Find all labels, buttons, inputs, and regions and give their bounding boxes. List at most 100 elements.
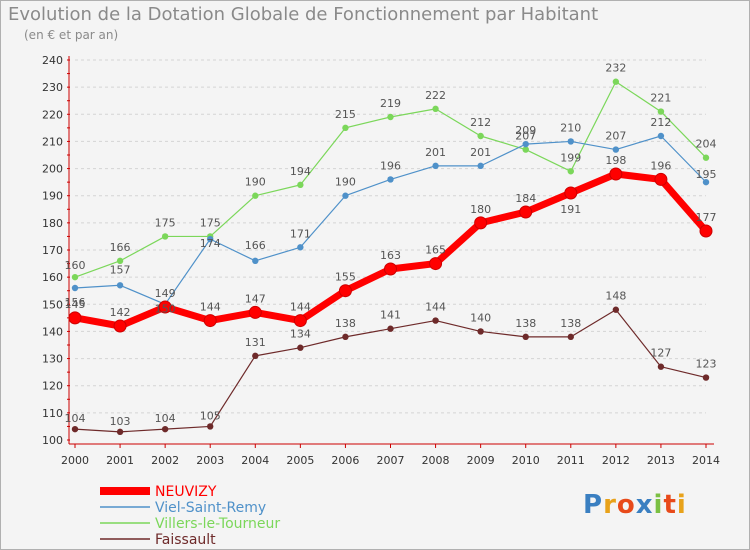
- logo-letter: t: [663, 490, 677, 520]
- point-neuvizy-2002: [158, 300, 172, 314]
- point-neuvizy-2001: [113, 319, 127, 333]
- y-tick-120: 120: [42, 380, 63, 393]
- point-faissault-2002: [161, 425, 169, 433]
- point-viel-saint-remy-2012: [612, 146, 620, 153]
- point-viel-saint-remy-2013: [657, 132, 665, 140]
- point-faissault-2006: [342, 333, 349, 341]
- label-faissault-2005: 134: [290, 328, 311, 341]
- label-neuvizy-2008: 165: [425, 244, 446, 257]
- y-tick-210: 210: [42, 135, 63, 148]
- point-faissault-2012: [612, 306, 620, 313]
- point-faissault-2003: [207, 423, 214, 430]
- x-tick-2002: 2002: [151, 454, 179, 467]
- point-neuvizy-2003: [203, 314, 217, 328]
- point-villers-le-tourneur-2013: [657, 108, 665, 115]
- label-faissault-2007: 141: [380, 309, 401, 322]
- x-tick-2003: 2003: [196, 454, 224, 467]
- point-neuvizy-2012: [609, 167, 623, 181]
- point-neuvizy-2013: [654, 172, 668, 186]
- label-faissault-2009: 140: [470, 311, 491, 324]
- legend-label-viel-saint-remy: Viel-Saint-Remy: [155, 500, 266, 516]
- y-tick-180: 180: [42, 217, 63, 230]
- point-faissault-2010: [522, 333, 529, 341]
- label-faissault-2013: 127: [650, 347, 671, 360]
- label-villers-le-tourneur-2010: 207: [515, 130, 536, 143]
- point-viel-saint-remy-2001: [116, 282, 124, 289]
- chart-subtitle: (en € et par an): [24, 28, 119, 42]
- logo-letter: i: [676, 490, 687, 520]
- label-villers-le-tourneur-2005: 194: [290, 165, 311, 178]
- label-faissault-2011: 138: [560, 317, 581, 330]
- logo-letter: o: [616, 490, 636, 520]
- point-villers-le-tourneur-2006: [342, 124, 349, 132]
- y-tick-100: 100: [42, 434, 63, 447]
- point-villers-le-tourneur-2005: [297, 181, 304, 189]
- label-neuvizy-2009: 180: [470, 203, 491, 216]
- label-viel-saint-remy-2005: 171: [290, 227, 311, 240]
- point-faissault-2013: [657, 363, 665, 370]
- label-neuvizy-2006: 155: [335, 271, 356, 284]
- point-villers-le-tourneur-2002: [161, 233, 169, 240]
- point-faissault-2001: [116, 428, 124, 436]
- x-tick-2007: 2007: [377, 454, 405, 467]
- y-tick-240: 240: [42, 54, 63, 67]
- label-villers-le-tourneur-2002: 175: [155, 216, 176, 229]
- point-faissault-2000: [71, 425, 79, 433]
- y-tick-130: 130: [42, 353, 63, 366]
- label-neuvizy-2014: 177: [696, 211, 717, 224]
- point-viel-saint-remy-2003: [207, 235, 214, 243]
- point-villers-le-tourneur-2007: [387, 113, 394, 121]
- label-villers-le-tourneur-2013: 221: [650, 92, 671, 105]
- logo-letter: r: [603, 490, 617, 520]
- label-villers-le-tourneur-2000: 160: [65, 259, 86, 272]
- x-tick-2013: 2013: [647, 454, 675, 467]
- proxiti-logo: Proxiti: [583, 490, 687, 520]
- point-neuvizy-2014: [699, 224, 713, 238]
- label-faissault-2012: 148: [605, 290, 626, 303]
- label-neuvizy-2002: 149: [155, 287, 176, 300]
- point-neuvizy-2006: [338, 284, 352, 298]
- legend-label-neuvizy: NEUVIZY: [155, 484, 217, 500]
- x-tick-2008: 2008: [422, 454, 450, 467]
- x-tick-2014: 2014: [692, 454, 720, 467]
- label-viel-saint-remy-2008: 201: [425, 146, 446, 159]
- x-tick-2005: 2005: [286, 454, 314, 467]
- y-tick-220: 220: [42, 108, 63, 121]
- label-neuvizy-2005: 144: [290, 301, 311, 314]
- label-viel-saint-remy-2014: 195: [696, 168, 717, 181]
- legend-label-villers-le-tourneur: Villers-le-Tourneur: [155, 516, 280, 532]
- label-viel-saint-remy-2004: 166: [245, 239, 266, 252]
- x-tick-2009: 2009: [467, 454, 495, 467]
- point-faissault-2011: [567, 333, 574, 341]
- x-tick-2012: 2012: [602, 454, 630, 467]
- label-viel-saint-remy-2010: 209: [515, 124, 536, 137]
- point-neuvizy-2010: [519, 205, 533, 219]
- label-viel-saint-remy-2006: 190: [335, 176, 356, 189]
- label-viel-saint-remy-2009: 201: [470, 146, 491, 159]
- label-neuvizy-2000: 145: [65, 298, 86, 311]
- point-villers-le-tourneur-2008: [432, 105, 439, 113]
- label-villers-le-tourneur-2007: 219: [380, 97, 401, 110]
- label-villers-le-tourneur-2009: 212: [470, 116, 491, 129]
- label-viel-saint-remy-2000: 156: [65, 296, 86, 309]
- y-tick-140: 140: [42, 325, 63, 338]
- label-villers-le-tourneur-2011: 199: [560, 151, 581, 164]
- y-tick-150: 150: [42, 298, 63, 311]
- label-faissault-2006: 138: [335, 317, 356, 330]
- label-viel-saint-remy-2002: 150: [155, 302, 176, 315]
- point-viel-saint-remy-2004: [252, 257, 259, 265]
- label-villers-le-tourneur-2006: 215: [335, 108, 356, 121]
- y-tick-170: 170: [42, 244, 63, 257]
- label-viel-saint-remy-2012: 207: [605, 130, 626, 143]
- label-faissault-2008: 144: [425, 301, 446, 314]
- label-villers-le-tourneur-2014: 204: [696, 138, 717, 151]
- point-faissault-2009: [477, 328, 484, 335]
- label-neuvizy-2007: 163: [380, 249, 401, 262]
- point-neuvizy-2004: [248, 305, 262, 319]
- x-tick-2000: 2000: [61, 454, 89, 467]
- logo-letter: P: [583, 490, 604, 520]
- point-villers-le-tourneur-2000: [71, 273, 79, 281]
- point-villers-le-tourneur-2014: [702, 154, 710, 161]
- y-tick-160: 160: [42, 271, 63, 284]
- y-tick-200: 200: [42, 163, 63, 176]
